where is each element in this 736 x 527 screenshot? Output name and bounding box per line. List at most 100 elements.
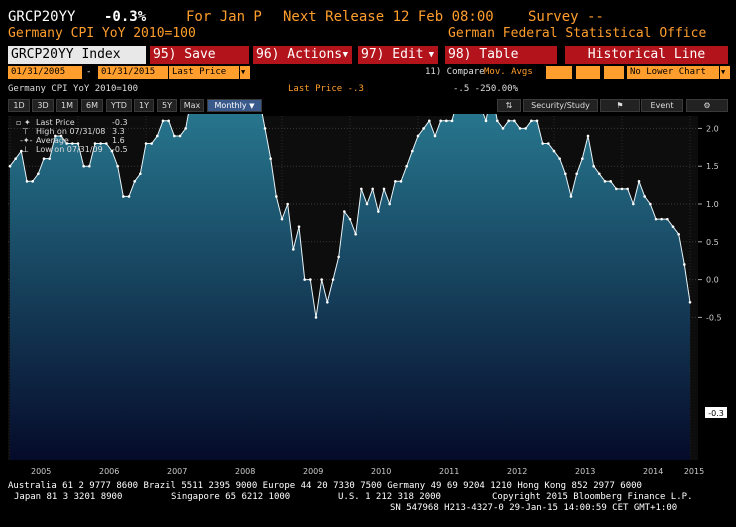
data-point [598,172,601,176]
price-chart: 3.53.02.52.01.51.00.50.0-0.5 20052006200… [8,114,727,474]
data-point [280,217,284,221]
compare-box-3[interactable] [604,66,624,79]
data-point [127,195,131,198]
data-point [71,142,74,145]
field-dropdown[interactable]: ▼ [240,66,250,79]
info-last-price: Last Price -.3 [288,84,364,94]
settings-button[interactable]: ⚙ [686,99,728,112]
security-icon-button[interactable]: ⇅ [497,99,521,112]
actions-button[interactable]: 96) Actions ▼ [253,46,352,64]
data-point [433,134,437,138]
footer-contacts-line1: Australia 61 2 9777 8600 Brazil 5511 239… [8,481,642,491]
data-point [654,217,658,221]
chart-type-button[interactable]: Historical Line Chart [565,46,728,80]
data-point [20,149,23,153]
data-point [632,202,635,206]
date-separator: - [86,67,92,77]
period-6m-button[interactable]: 6M [81,99,103,112]
security-study-button[interactable]: Security/Study [523,99,598,112]
y-tick-label: 0.5 [706,238,719,247]
index-field[interactable]: GRCP20YY Index [8,46,146,64]
data-point [592,164,595,168]
lower-chart-dropdown[interactable]: ▼ [720,66,730,79]
flag-button[interactable]: ⚑ [600,99,640,112]
x-tick-label: 2015 [684,467,704,474]
data-point [354,232,357,236]
period-1d-button[interactable]: 1D [8,99,30,112]
data-point [547,142,550,145]
y-tick-label: -0.5 [706,313,722,322]
data-point [552,149,556,153]
data-point [603,180,607,183]
legend-value: -0.5 [112,145,128,154]
data-point [496,119,499,123]
chart-legend: ▫ ✦ Last Price -0.3 ⊤ High on 07/31/08 3.3 -… [14,118,134,164]
data-point [586,134,590,138]
compare-label[interactable]: 11) Compare [425,67,485,77]
lower-chart-select[interactable]: No Lower Chart [627,66,719,79]
table-button[interactable]: 98) Table [445,46,557,64]
data-point [501,127,505,130]
data-point [275,195,278,198]
data-point [167,119,170,123]
period-3d-button[interactable]: 3D [32,99,54,112]
period-1m-button[interactable]: 1M [56,99,78,112]
info-title: Germany CPI YoY 2010=100 [8,84,139,94]
footer-singapore: Singapore 65 6212 1000 [171,492,291,502]
data-point [320,278,323,281]
period-max-button[interactable]: Max [180,99,204,112]
data-point [65,142,68,145]
data-point [184,127,187,130]
save-as-button[interactable]: 95) Save As...▼ [150,46,249,80]
footer-copyright: Copyright 2015 Bloomberg Finance L.P. [492,492,693,502]
data-point [558,157,561,160]
data-point [93,142,97,145]
mov-avgs-label[interactable]: Mov. Avgs [484,67,533,77]
field-select[interactable]: Last Price [169,66,239,79]
chevron-down-icon: ▼ [249,102,255,110]
data-point [331,278,335,281]
data-point [399,180,403,183]
compare-box-1[interactable] [546,66,572,79]
data-point [439,119,442,123]
chevron-down-icon: ▼ [428,50,434,60]
data-point [683,263,686,266]
data-point [42,157,46,160]
gear-icon: ⚙ [703,101,711,110]
survey-label: Survey -- [528,9,604,25]
period-1y-button[interactable]: 1Y [134,99,154,112]
data-point [564,172,567,176]
data-point [110,149,114,153]
x-tick-label: 2014 [643,467,663,474]
chevron-down-icon: ▼ [241,68,246,76]
data-point [337,255,340,259]
legend-label: Last Price [36,118,75,127]
compare-box-2[interactable] [576,66,600,79]
edit-button[interactable]: 97) Edit ▼ [358,46,438,64]
legend-value: -0.3 [112,118,128,127]
x-tick-label: 2011 [439,467,459,474]
edit-label: 97) Edit [361,47,424,62]
data-point [133,180,136,183]
data-point [161,119,165,123]
chevron-down-icon: ▼ [342,50,348,60]
data-point [382,187,386,191]
flag-icon: ⚑ [616,101,624,110]
data-point [297,225,301,228]
legend-item-low: ⊥ Low on 07/31/09 -0.5 [14,145,134,154]
legend-label: Low on 07/31/09 [36,145,103,154]
x-tick-label: 2006 [99,467,119,474]
start-date-input[interactable]: 01/31/2005 [8,66,82,79]
legend-item-average: -✦- Average 1.6 [14,136,134,145]
frequency-select[interactable]: Monthly ▼ [207,99,262,112]
frequency-label: Monthly [214,101,247,110]
data-point [450,119,454,123]
period-5y-button[interactable]: 5Y [157,99,177,112]
period-ytd-button[interactable]: YTD [106,99,132,112]
y-tick-label: 1.0 [706,200,719,209]
data-point [150,142,153,145]
data-point [122,195,125,198]
event-button[interactable]: Event [641,99,683,112]
data-point [286,202,289,206]
end-date-input[interactable]: 01/31/2015 [98,66,168,79]
